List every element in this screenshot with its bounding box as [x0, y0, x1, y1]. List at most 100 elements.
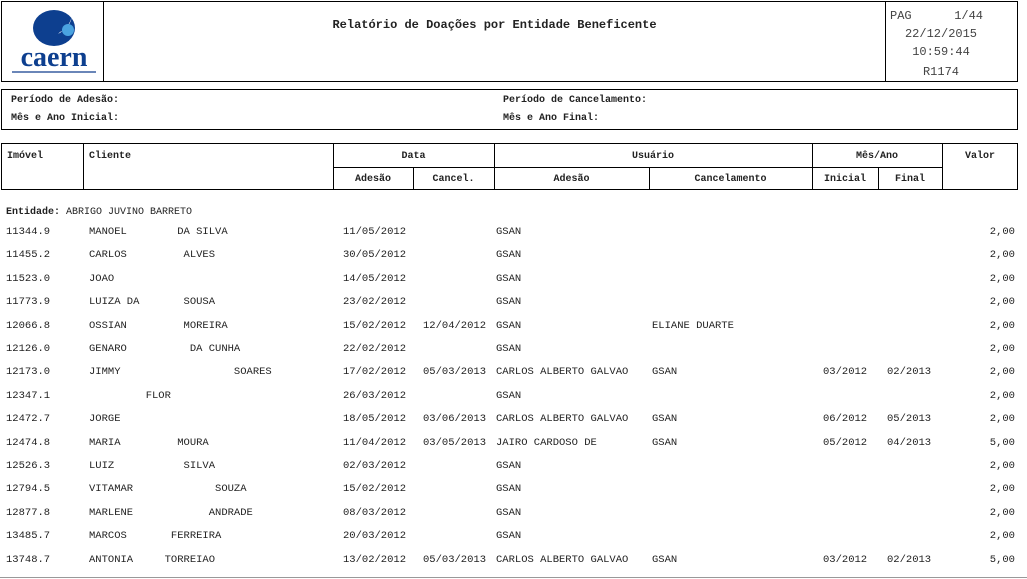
col-valor: Valor — [964, 151, 995, 162]
cell-valor: 5,00 — [989, 436, 1015, 449]
cell-inicial: 03/2012 — [823, 553, 868, 566]
table-row: 12126.0 GENARO DA CUNHA 22/02/2012 GSAN 2,00 — [0, 343, 1027, 359]
table-row: 11344.9 MANOEL DA SILVA 11/05/2012 GSAN 2,00 — [0, 226, 1027, 242]
col-mes-ano: Mês/Ano — [855, 151, 898, 162]
cell-usr-adesao: CARLOS ALBERTO GALVAO — [496, 553, 629, 566]
cell-usr-adesao: JAIRO CARDOSO DE — [496, 436, 597, 449]
cell-imovel: 12526.3 — [6, 460, 51, 472]
cell-cliente: MARIA MOURA — [89, 436, 209, 449]
cell-cliente: JORGE — [89, 413, 121, 426]
cell-adesao: 26/03/2012 — [343, 389, 407, 402]
col-data-cancel: Cancel. — [432, 174, 475, 185]
table-row: 12794.5 VITAMAR SOUZA 15/02/2012 GSAN 2,00 — [0, 483, 1027, 499]
cell-usr-adesao: GSAN — [496, 272, 522, 285]
cell-valor: 2,00 — [989, 413, 1015, 426]
cell-adesao: 17/02/2012 — [343, 366, 407, 379]
cell-valor: 2,00 — [989, 296, 1015, 309]
cell-adesao: 23/02/2012 — [343, 296, 407, 309]
table-row: 12877.8 MARLENE ANDRADE 08/03/2012 GSAN 2,00 — [0, 507, 1027, 523]
cell-adesao: 18/05/2012 — [343, 413, 407, 426]
table-row: 11773.9 LUIZA DA SOUSA 23/02/2012 GSAN 2,00 — [0, 296, 1027, 312]
cell-cliente: JIMMY SOARES — [89, 366, 272, 379]
cell-adesao: 14/05/2012 — [343, 272, 407, 285]
cell-final: 02/2013 — [887, 366, 932, 379]
cell-valor: 2,00 — [989, 343, 1015, 355]
mes-ano-final-label: Mês e Ano Final: — [503, 113, 600, 124]
cell-imovel: 12173.0 — [6, 366, 51, 379]
table-row: 13748.7 ANTONIA TORREIAO 13/02/2012 05/03/2… — [0, 554, 1027, 570]
cell-imovel: 12066.8 — [6, 319, 51, 332]
col-data-adesao: Adesão — [354, 174, 391, 185]
cell-usr-cancel: GSAN — [652, 413, 678, 426]
report-title: Relatório de Doações por Entidade Benefi… — [332, 18, 657, 32]
table-header — [1, 143, 1018, 190]
cell-adesao: 11/04/2012 — [343, 436, 407, 449]
cell-cliente: ANTONIA TORREIAO — [89, 553, 216, 566]
cell-valor: 2,00 — [989, 366, 1015, 379]
cell-adesao: 13/02/2012 — [343, 553, 407, 566]
svg-text:caern: caern — [21, 42, 88, 73]
entity-label: Entidade: — [6, 207, 61, 218]
cell-usr-adesao: GSAN — [496, 506, 522, 519]
cell-cancel: 05/03/2013 — [423, 553, 487, 566]
cell-final: 02/2013 — [887, 553, 932, 566]
cell-usr-adesao: CARLOS ALBERTO GALVAO — [496, 413, 629, 426]
cell-usr-adesao: GSAN — [496, 249, 522, 262]
col-cliente: Cliente — [89, 151, 132, 162]
cell-cancel: 03/05/2013 — [423, 436, 487, 449]
cell-inicial: 03/2012 — [823, 366, 868, 379]
periodo-adesao-label: Período de Adesão: — [11, 95, 120, 106]
table-row: 11455.2 CARLOS ALVES 30/05/2012 GSAN 2,00 — [0, 249, 1027, 265]
cell-imovel: 13485.7 — [6, 530, 51, 543]
cell-imovel: 11455.2 — [6, 249, 51, 262]
cell-valor: 2,00 — [989, 460, 1015, 472]
cell-imovel: 12474.8 — [6, 436, 51, 449]
cell-adesao: 22/02/2012 — [343, 343, 407, 355]
page-bottom-edge — [0, 577, 1027, 578]
cell-usr-adesao: GSAN — [496, 460, 522, 472]
cell-usr-adesao: GSAN — [496, 530, 522, 543]
report-time: 10:59:44 — [912, 45, 970, 59]
cell-inicial: 06/2012 — [823, 413, 868, 426]
cell-valor: 2,00 — [989, 483, 1015, 496]
periodo-cancelamento-label: Período de Cancelamento: — [503, 95, 648, 106]
page-label: PAG — [890, 9, 912, 23]
cell-valor: 2,00 — [989, 530, 1015, 543]
cell-valor: 2,00 — [989, 319, 1015, 332]
cell-imovel: 11773.9 — [6, 296, 51, 309]
table-row: 12066.8 OSSIAN MOREIRA 15/02/2012 12/04/201… — [0, 320, 1027, 336]
cell-adesao: 20/03/2012 — [343, 530, 407, 543]
divider — [103, 1, 104, 82]
cell-adesao: 15/02/2012 — [343, 483, 407, 496]
cell-inicial: 05/2012 — [823, 436, 868, 449]
cell-usr-adesao: GSAN — [496, 296, 522, 309]
col-imovel: Imóvel — [7, 151, 44, 162]
caern-logo: caern — [8, 6, 100, 78]
filters-box — [1, 89, 1018, 130]
cell-imovel: 13748.7 — [6, 553, 51, 566]
cell-cliente: OSSIAN MOREIRA — [89, 319, 228, 332]
cell-adesao: 08/03/2012 — [343, 506, 407, 519]
report-date: 22/12/2015 — [904, 27, 977, 41]
table-row: 12526.3 LUIZ SILVA 02/03/2012 GSAN 2,00 — [0, 460, 1027, 476]
table-row: 12347.1 FLOR 26/03/2012 GSAN 2,00 — [0, 390, 1027, 406]
cell-valor: 5,00 — [989, 553, 1015, 566]
cell-valor: 2,00 — [989, 226, 1015, 238]
col-usuario-adesao: Adesão — [553, 174, 590, 185]
cell-adesao: 02/03/2012 — [343, 460, 407, 472]
cell-usr-cancel: GSAN — [652, 436, 678, 449]
cell-usr-cancel: ELIANE DUARTE — [652, 319, 734, 332]
cell-imovel: 12472.7 — [6, 413, 51, 426]
entity-line: Entidade: ABRIGO JUVINO BARRETO — [6, 207, 192, 218]
cell-final: 05/2013 — [887, 413, 932, 426]
col-data: Data — [401, 151, 426, 162]
cell-usr-cancel: GSAN — [652, 366, 678, 379]
cell-adesao: 30/05/2012 — [343, 249, 407, 262]
cell-imovel: 12794.5 — [6, 483, 51, 496]
table-row: 12474.8 MARIA MOURA 11/04/2012 03/05/2013 JA… — [0, 437, 1027, 453]
mes-ano-inicial-label: Mês e Ano Inicial: — [11, 113, 120, 124]
cell-imovel: 12877.8 — [6, 506, 51, 519]
col-inicial: Inicial — [823, 174, 866, 185]
table-row: 12472.7 JORGE 18/05/2012 03/06/2013 CARLOS A… — [0, 413, 1027, 429]
report-header — [1, 1, 1018, 82]
